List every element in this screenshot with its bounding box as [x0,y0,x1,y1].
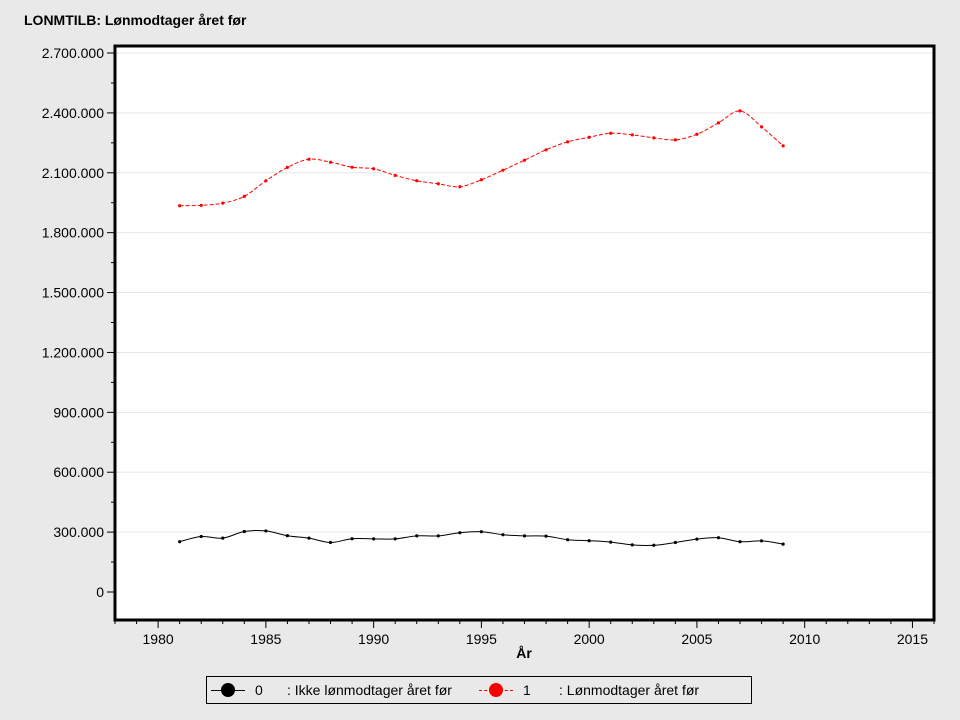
data-point-series-1 [781,144,785,148]
data-point-series-1 [264,179,268,183]
legend-series-label: : Lønmodtager året før [559,682,700,698]
data-point-series-0 [522,534,527,538]
data-point-series-0 [479,530,483,534]
data-point-series-0 [199,534,203,539]
data-point-series-1 [695,132,699,136]
data-point-series-1 [372,167,376,171]
x-tick-label: 1985 [250,631,281,647]
data-point-series-1 [501,168,505,172]
data-point-series-0 [673,540,677,545]
legend: 0 : Ikke lønmodtager året før 1 : Lønmod… [206,676,752,704]
legend-series-label: : Ikke lønmodtager året før [287,682,452,698]
data-point-series-1 [587,135,591,139]
data-point-series-0 [393,537,397,541]
data-point-series-0 [566,538,570,542]
data-point-series-0 [501,533,505,537]
data-point-series-0 [242,529,246,534]
y-tick-label: 0 [96,584,104,600]
data-point-series-1 [221,201,225,205]
data-point-series-0 [630,543,634,547]
series-line-1 [179,110,784,207]
legend-item-series-1: 1 : Lønmodtager året før [479,677,699,703]
data-point-series-0 [178,540,182,544]
data-point-series-1 [738,109,742,113]
y-tick-label: 2.100.000 [42,165,104,181]
data-point-series-0 [609,540,613,544]
legend-series-name: 1 [523,682,531,698]
data-point-series-1 [199,203,203,207]
data-point-series-0 [587,539,591,543]
series-layer [178,109,785,547]
y-tick-label: 1.500.000 [42,285,104,301]
data-point-series-1 [393,173,397,177]
x-axis: 1980 1985 1990 1995 2000 2005 2010 2015 [114,620,935,647]
data-point-series-0 [716,536,721,540]
x-tick-label: 2010 [789,631,820,647]
grid-layer [117,52,932,533]
data-point-series-0 [695,537,699,541]
x-tick-label: 2005 [681,631,712,647]
data-point-series-0 [759,539,764,543]
legend-swatch-red-dashed-line-icon [479,677,513,703]
data-point-series-0 [285,534,290,538]
x-tick-label: 2000 [574,631,605,647]
data-point-series-1 [673,138,677,142]
y-tick-label: 2.400.000 [42,105,104,121]
data-point-series-1 [242,194,246,198]
data-point-series-1 [307,157,311,161]
data-point-series-1 [479,178,483,182]
data-point-series-0 [328,540,333,545]
data-point-series-1 [566,140,570,144]
legend-swatch-black-line-icon [211,677,245,703]
data-point-series-1 [178,204,182,208]
data-point-series-1 [716,121,721,125]
data-point-series-1 [522,158,527,162]
y-tick-label: 1.800.000 [42,225,104,241]
data-point-series-1 [436,182,440,186]
data-point-series-0 [415,534,419,538]
plot-area [113,44,936,622]
x-tick-label: 1990 [358,631,389,647]
chart-title: LONMTILB: Lønmodtager året før [24,12,247,28]
data-point-series-0 [436,534,440,538]
x-tick-label: 1980 [143,631,174,647]
data-point-series-1 [350,165,354,169]
legend-item-series-0: 0 : Ikke lønmodtager året før [211,677,452,703]
data-point-series-1 [458,185,462,189]
y-tick-label: 2.700.000 [42,45,104,61]
x-tick-label: 1995 [466,631,497,647]
data-point-series-1 [609,131,613,135]
data-point-series-0 [307,536,311,540]
y-tick-label: 300.000 [53,524,104,540]
data-point-series-0 [781,542,785,546]
data-point-series-1 [544,148,548,152]
data-point-series-0 [458,531,462,535]
data-point-series-0 [221,536,225,540]
x-axis-title: År [516,645,532,661]
y-tick-label: 1.200.000 [42,344,104,360]
x-tick-label: 2015 [897,631,928,647]
data-point-series-0 [544,534,548,538]
data-point-series-1 [328,160,333,164]
data-point-series-0 [372,537,376,541]
data-point-series-0 [350,537,354,541]
y-axis: 0 300.000 600.000 900.000 1.200.000 1.500.000… [42,45,115,600]
data-point-series-1 [630,133,634,137]
data-point-series-1 [415,179,419,183]
data-point-series-0 [264,529,268,533]
data-point-series-0 [652,543,656,547]
legend-series-name: 0 [255,682,263,698]
y-tick-label: 900.000 [53,404,104,420]
data-point-series-0 [738,540,742,544]
data-point-series-1 [652,136,656,140]
data-point-series-1 [285,165,290,169]
y-tick-label: 600.000 [53,464,104,480]
data-point-series-1 [759,125,764,129]
